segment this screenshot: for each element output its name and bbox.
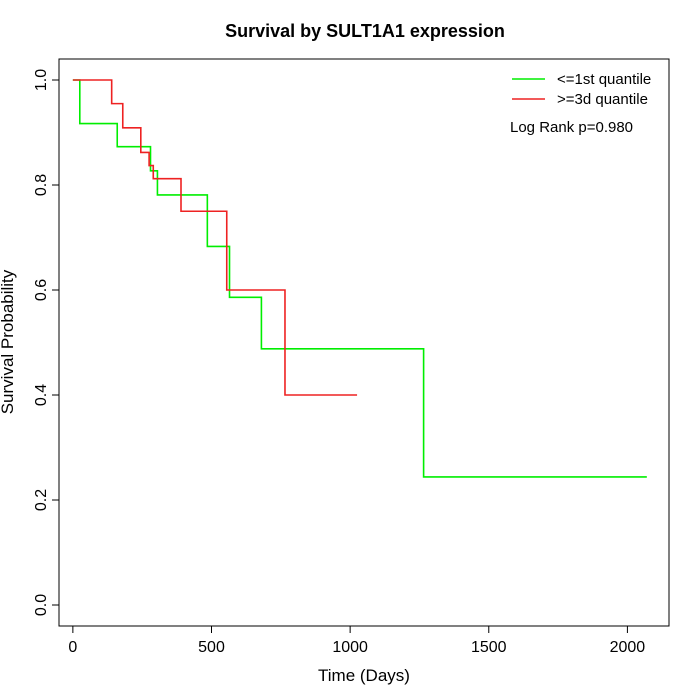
y-tick-label: 0.4 — [33, 384, 50, 406]
y-tick-label: 0.8 — [33, 174, 50, 196]
x-tick-label: 2000 — [610, 639, 646, 656]
legend: <=1st quantile >=3d quantile — [512, 71, 651, 108]
x-tick-label: 1000 — [332, 639, 368, 656]
series-layer — [72, 79, 647, 478]
y-tick-label: 0.6 — [33, 279, 50, 301]
series-line-low-quantile — [72, 79, 647, 478]
chart-title: Survival by SULT1A1 expression — [225, 21, 505, 41]
plot-frame — [58, 58, 670, 627]
y-tick-label: 0.2 — [33, 489, 50, 511]
log-rank-annotation: Log Rank p=0.980 — [510, 119, 633, 136]
x-axis-label: Time (Days) — [318, 666, 410, 685]
x-tick-label: 500 — [198, 639, 225, 656]
y-tick-label: 1.0 — [33, 69, 50, 91]
y-tick-label: 0.0 — [33, 594, 50, 616]
y-axis: 0.0 0.2 0.4 0.6 0.8 1.0 — [33, 69, 59, 616]
legend-label-low: <=1st quantile — [557, 71, 651, 88]
x-tick-label: 0 — [68, 639, 77, 656]
y-axis-label: Survival Probability — [0, 269, 17, 414]
legend-label-high: >=3d quantile — [557, 91, 648, 108]
series-line-high-quantile — [72, 79, 358, 396]
x-axis: 0 500 1000 1500 2000 — [68, 626, 645, 656]
x-tick-label: 1500 — [471, 639, 507, 656]
